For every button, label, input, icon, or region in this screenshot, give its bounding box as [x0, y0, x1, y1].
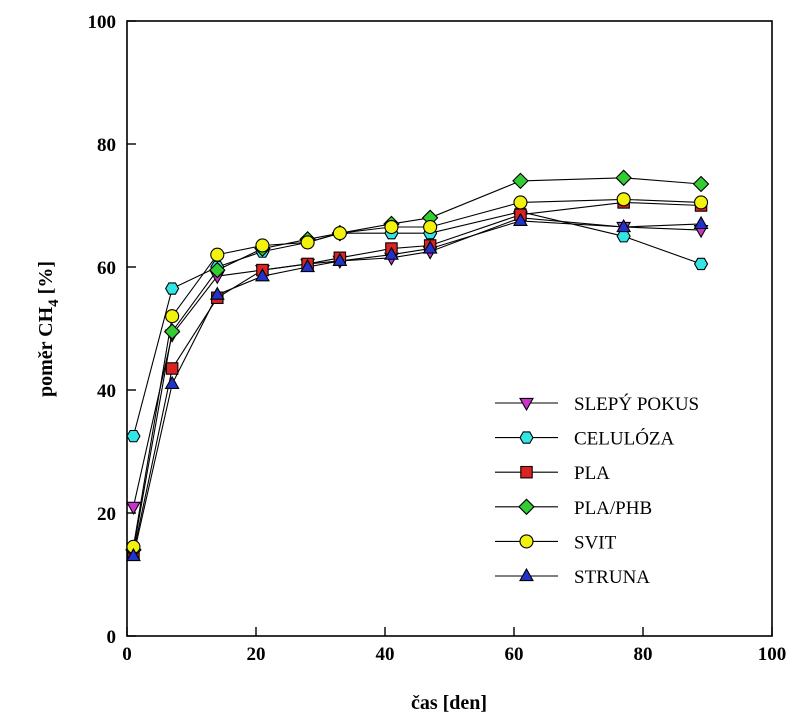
data-point: [255, 238, 270, 253]
x-tick-label: 40: [376, 644, 395, 665]
y-axis-title-tail: [%]: [35, 261, 57, 299]
y-axis-title: poměr CH4 [%]: [35, 261, 62, 397]
data-point: [692, 175, 710, 193]
legend-marker: [519, 534, 534, 549]
x-tick-label: 20: [247, 644, 266, 665]
data-point: [332, 252, 348, 266]
y-tick-label: 60: [97, 258, 116, 279]
data-point: [255, 268, 270, 282]
data-point: [209, 261, 226, 279]
data-point: [163, 323, 181, 340]
legend-marker: [519, 431, 534, 444]
legend-item: PLA/PHB: [495, 498, 652, 519]
data-point: [616, 230, 631, 243]
data-point: [422, 240, 438, 254]
data-point: [512, 172, 529, 190]
data-point: [332, 226, 347, 241]
legend-label: PLA: [574, 463, 610, 484]
axis-ticks: 0 20 40 60 80 100 0 20 40 60 80 100: [88, 12, 787, 665]
legend: SLEPÝ POKUS CELULÓZA PLA PLA/PHB SVIT STRUNA: [495, 393, 699, 588]
legend-label: CELULÓZA: [574, 428, 675, 450]
x-tick-label: 80: [634, 644, 653, 665]
y-tick-label: 80: [97, 135, 116, 156]
data-point: [165, 309, 180, 324]
x-tick-label: 100: [758, 644, 787, 665]
data-point: [513, 195, 528, 210]
data-point: [300, 258, 316, 273]
data-point: [693, 215, 709, 230]
legend-item: PLA: [495, 463, 610, 484]
data-point: [384, 246, 399, 260]
plot-frame: [126, 20, 773, 637]
data-point: [693, 195, 709, 210]
legend-label: STRUNA: [574, 567, 650, 588]
data-point: [164, 375, 180, 389]
data-point: [616, 192, 631, 207]
data-point: [513, 212, 528, 226]
data-point: [165, 362, 179, 375]
plot-area-border: [126, 20, 773, 637]
legend-marker: [520, 465, 533, 479]
y-tick-label: 20: [97, 504, 116, 525]
legend-label: SLEPÝ POKUS: [574, 393, 699, 415]
y-tick-label: 100: [88, 12, 117, 33]
y-tick-label: 0: [107, 627, 117, 648]
data-point: [615, 169, 632, 187]
data-point: [126, 429, 141, 443]
series-lines: [125, 169, 710, 562]
legend-item: CELULÓZA: [495, 428, 675, 450]
legend-item: SLEPÝ POKUS: [495, 393, 699, 415]
y-axis-title-main: poměr CH: [35, 306, 57, 397]
y-tick-label: 40: [97, 381, 116, 402]
legend-item: STRUNA: [495, 567, 650, 588]
data-point: [209, 286, 225, 300]
x-axis-title: čas [den]: [411, 692, 487, 714]
x-tick-label: 0: [122, 644, 132, 665]
legend-label: PLA/PHB: [574, 498, 652, 519]
data-point: [126, 501, 141, 515]
data-point: [384, 219, 399, 235]
data-point: [423, 219, 438, 235]
data-point: [616, 218, 632, 233]
series-points-4: [126, 192, 709, 554]
data-point: [210, 247, 225, 262]
legend-marker: [519, 397, 534, 412]
legend-label: SVIT: [574, 532, 617, 553]
series-points-5: [126, 212, 709, 562]
data-point: [126, 547, 141, 562]
data-point: [300, 235, 315, 250]
data-point: [693, 257, 709, 271]
data-point: [165, 282, 180, 295]
legend-item: SVIT: [495, 532, 617, 553]
legend-marker: [519, 567, 534, 582]
legend-marker: [518, 498, 535, 516]
x-tick-label: 60: [505, 644, 524, 665]
y-axis-title-subscript: 4: [46, 299, 62, 307]
